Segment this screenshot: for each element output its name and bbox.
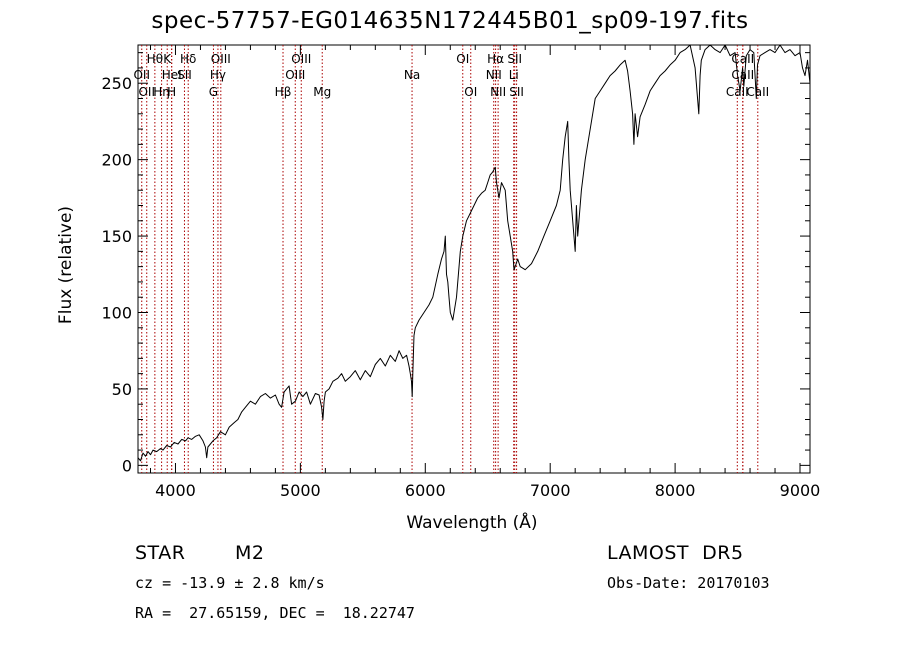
line-label-15: Mg (313, 85, 331, 99)
line-label-14: OIII (291, 52, 311, 66)
x-axis-ticks: 4000 5000 6000 7000 8000 9000 (149, 45, 821, 500)
line-label-24: SII (509, 85, 524, 99)
line-label-1: OII (138, 85, 155, 99)
y-axis-ticks: 0 50 100 150 200 250 (101, 52, 810, 475)
line-label-10: Hγ (210, 68, 226, 82)
y-tick-label-5: 250 (101, 74, 132, 93)
line-label-23: SII (507, 52, 522, 66)
coordinates: RA = 27.65159, DEC = 18.22747 (135, 604, 415, 622)
x-tick-label-1: 5000 (280, 481, 321, 500)
line-label-6: HeI (162, 68, 182, 82)
x-tick-label-2: 6000 (405, 481, 446, 500)
plot-border (137, 44, 811, 474)
line-label-22: Li (509, 68, 519, 82)
line-label-13: OIII (285, 68, 305, 82)
redshift-velocity: cz = -13.9 ± 2.8 km/s (135, 574, 325, 592)
object-subclass: M2 (235, 542, 265, 564)
x-tick-label-4: 8000 (655, 481, 696, 500)
x-tick-label-0: 4000 (155, 481, 196, 500)
y-tick-label-3: 150 (101, 227, 132, 246)
observation-date: Obs-Date: 20170103 (607, 574, 770, 592)
object-class: STAR (135, 542, 186, 564)
line-label-5: H (167, 85, 176, 99)
line-label-27: CaII (731, 52, 754, 66)
line-label-7: SII (177, 68, 192, 82)
spectrum-line-0 (137, 44, 811, 462)
spectrum-series (137, 44, 811, 462)
plot-frame (137, 44, 811, 474)
line-label-28: CaII (746, 85, 769, 99)
line-label-16: Na (404, 68, 420, 82)
line-label-25: CaII (726, 85, 749, 99)
x-tick-label-3: 7000 (530, 481, 571, 500)
line-label-8: Hδ (180, 52, 196, 66)
line-label-11: OIII (211, 52, 231, 66)
spectral-line-markers (141, 45, 759, 473)
line-label-12: Hβ (275, 85, 292, 99)
line-label-20: Hα (487, 52, 504, 66)
line-label-17: OI (456, 52, 469, 66)
y-tick-label-0: 0 (122, 456, 132, 475)
line-label-19: NII (486, 68, 502, 82)
y-tick-label-4: 200 (101, 151, 132, 170)
spectrum-chart: OIIOIIHθHηKHHeISIIHδGHγOIIIHβOIIIOIIIMgN… (56, 44, 821, 533)
chart-title: spec-57757-EG014635N172445B01_sp09-197.f… (151, 8, 749, 34)
spectral-line-labels: OIIOIIHθHηKHHeISIIHδGHγOIIIHβOIIIOIIIMgN… (133, 52, 769, 99)
line-label-21: NII (490, 85, 506, 99)
line-label-2: Hθ (147, 52, 163, 66)
line-label-9: G (209, 85, 218, 99)
survey-name: LAMOST DR5 (607, 542, 744, 564)
y-axis-label: Flux (relative) (56, 206, 76, 324)
y-tick-label-2: 100 (101, 304, 132, 323)
line-label-4: K (163, 52, 172, 66)
line-label-0: OII (133, 68, 150, 82)
line-label-18: OI (464, 85, 477, 99)
y-tick-label-1: 50 (112, 380, 132, 399)
x-tick-label-5: 9000 (780, 481, 821, 500)
x-axis-label: Wavelength (Å) (406, 511, 537, 533)
line-label-3: Hη (153, 85, 170, 99)
